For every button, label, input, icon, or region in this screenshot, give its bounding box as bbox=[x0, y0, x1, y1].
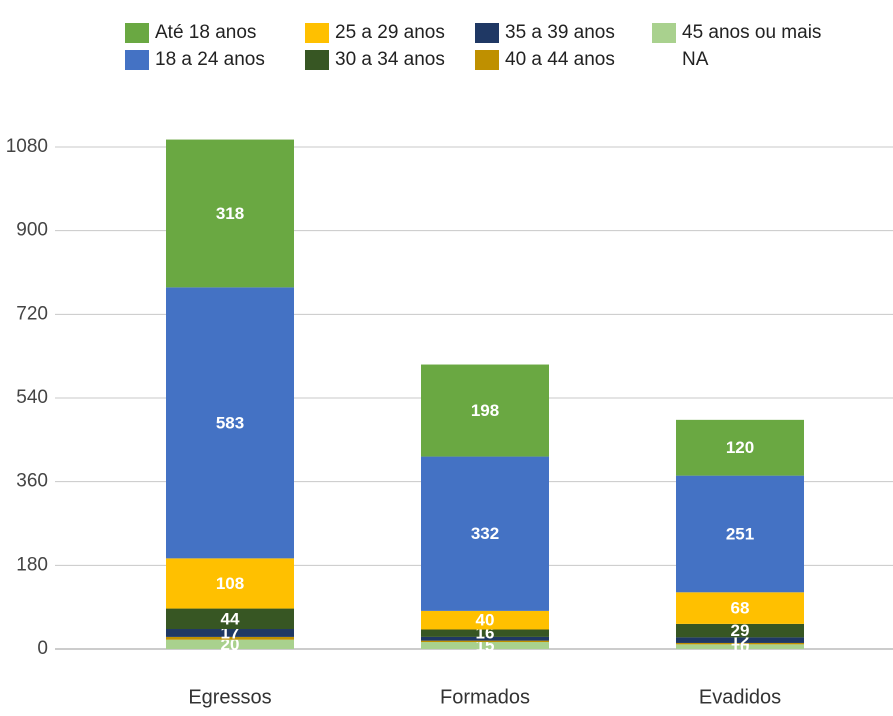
legend-swatch bbox=[652, 23, 676, 43]
y-tick-label: 1080 bbox=[6, 136, 48, 157]
bar-segment bbox=[676, 419, 804, 476]
data-label: 108 bbox=[216, 574, 244, 593]
data-label: 44 bbox=[221, 609, 240, 628]
bar-segment bbox=[676, 644, 804, 649]
y-tick-label: 720 bbox=[16, 303, 48, 324]
legend-label: Até 18 anos bbox=[155, 22, 256, 43]
data-label: 318 bbox=[216, 204, 244, 223]
y-tick-label: 540 bbox=[16, 387, 48, 408]
bar-segment bbox=[676, 637, 804, 643]
x-tick-label: Formados bbox=[440, 686, 530, 708]
bar-segment bbox=[676, 623, 804, 638]
legend-swatch bbox=[475, 50, 499, 70]
y-tick-label: 360 bbox=[16, 471, 48, 492]
data-label: 332 bbox=[471, 524, 499, 543]
bar-segment bbox=[166, 558, 294, 609]
legend-label: 18 a 24 anos bbox=[155, 49, 265, 70]
bar-segment bbox=[421, 629, 549, 637]
bar-segment bbox=[421, 640, 549, 643]
bar-segment bbox=[421, 610, 549, 630]
y-tick-label: 180 bbox=[16, 554, 48, 575]
y-tick-label: 0 bbox=[37, 638, 48, 659]
legend-label: 30 a 34 anos bbox=[335, 49, 445, 70]
bar-segment bbox=[166, 636, 294, 640]
data-label: 40 bbox=[476, 611, 495, 630]
bar-segment bbox=[166, 139, 294, 288]
bar-segment bbox=[421, 636, 549, 641]
data-label: 583 bbox=[216, 413, 244, 432]
legend-label: NA bbox=[682, 49, 709, 70]
data-label: 68 bbox=[731, 599, 750, 618]
data-label: 251 bbox=[726, 524, 754, 543]
bar-segment bbox=[421, 642, 549, 649]
legend-label: 25 a 29 anos bbox=[335, 22, 445, 43]
bar-segment bbox=[166, 629, 294, 637]
x-tick-label: Egressos bbox=[188, 686, 271, 708]
bar-segment bbox=[676, 592, 804, 624]
bar-segment bbox=[676, 642, 804, 645]
legend-swatch bbox=[125, 50, 149, 70]
bar-segment bbox=[166, 639, 294, 649]
data-label: 29 bbox=[731, 621, 750, 640]
x-tick-label: Evadidos bbox=[699, 686, 781, 708]
legend-label: 40 a 44 anos bbox=[505, 49, 615, 70]
legend-label: 45 anos ou mais bbox=[682, 22, 821, 43]
data-label: 120 bbox=[726, 438, 754, 457]
bar-segment bbox=[421, 364, 549, 457]
data-label: 198 bbox=[471, 401, 499, 420]
legend-swatch bbox=[305, 23, 329, 43]
legend-swatch bbox=[305, 50, 329, 70]
y-tick-label: 900 bbox=[16, 220, 48, 241]
legend-swatch bbox=[475, 23, 499, 43]
legend-label: 35 a 39 anos bbox=[505, 22, 615, 43]
bar-segment bbox=[421, 456, 549, 611]
bar-segment bbox=[166, 608, 294, 630]
bar-segment bbox=[676, 475, 804, 593]
bar-segment bbox=[166, 287, 294, 559]
legend-swatch bbox=[125, 23, 149, 43]
